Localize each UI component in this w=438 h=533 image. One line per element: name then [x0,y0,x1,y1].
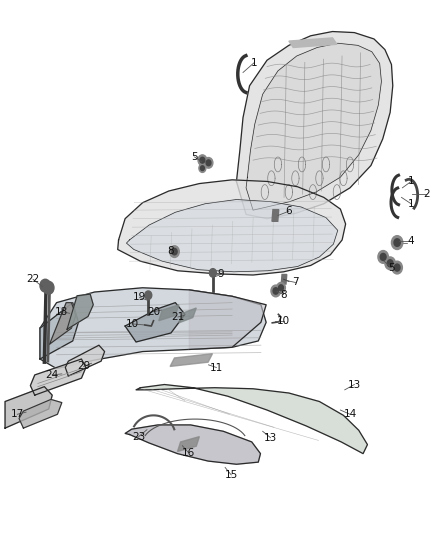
Polygon shape [40,288,266,368]
Polygon shape [65,345,105,376]
Text: 5: 5 [191,152,198,162]
Polygon shape [125,425,261,464]
Circle shape [198,155,207,165]
Text: 2: 2 [423,189,430,199]
Polygon shape [127,199,338,272]
Circle shape [40,279,50,292]
Circle shape [206,160,211,166]
Circle shape [170,246,179,257]
Polygon shape [30,359,86,395]
Text: 19: 19 [133,292,146,302]
Polygon shape [281,274,287,284]
Circle shape [394,239,400,246]
Text: 11: 11 [210,362,223,373]
Circle shape [277,282,286,293]
Text: 22: 22 [26,274,39,284]
Text: 8: 8 [167,246,173,255]
Polygon shape [67,294,93,329]
Circle shape [209,269,216,277]
Polygon shape [136,384,367,454]
Text: 13: 13 [264,433,277,443]
Polygon shape [237,31,393,219]
Polygon shape [118,180,346,275]
Polygon shape [189,290,266,350]
Text: 20: 20 [147,306,160,317]
Circle shape [273,288,279,294]
Polygon shape [272,209,279,221]
Polygon shape [49,303,76,344]
Text: 10: 10 [277,316,290,326]
Circle shape [271,285,281,297]
Circle shape [392,236,403,249]
Circle shape [279,285,283,290]
Circle shape [204,158,213,168]
Circle shape [380,253,386,261]
Circle shape [385,257,396,270]
Text: 14: 14 [343,409,357,419]
Polygon shape [289,38,337,47]
Circle shape [172,248,177,255]
Text: 9: 9 [217,270,224,279]
Circle shape [145,291,152,300]
Text: 24: 24 [46,370,59,380]
Text: 23: 23 [132,432,145,442]
Polygon shape [5,386,52,428]
Text: 8: 8 [280,289,287,300]
Circle shape [200,157,205,163]
Text: 10: 10 [126,319,139,329]
Polygon shape [179,308,196,323]
Circle shape [201,166,205,171]
Text: 6: 6 [286,206,292,216]
Text: 13: 13 [348,379,361,390]
Polygon shape [177,437,199,451]
Polygon shape [40,303,78,359]
Text: 18: 18 [55,306,68,317]
Text: 1: 1 [251,58,257,68]
Polygon shape [246,43,381,210]
Circle shape [392,261,403,274]
Text: 21: 21 [171,312,184,322]
Text: 29: 29 [77,361,90,372]
Polygon shape [125,303,185,342]
Text: 4: 4 [408,236,414,246]
Text: 5: 5 [388,263,395,272]
Text: 1: 1 [408,199,414,209]
Text: 1: 1 [408,176,414,187]
Text: 17: 17 [11,409,24,419]
Circle shape [387,260,393,267]
Circle shape [394,264,400,271]
Circle shape [378,251,389,263]
Text: 15: 15 [225,470,238,480]
Text: 16: 16 [182,448,195,457]
Text: 7: 7 [292,278,299,287]
Circle shape [199,164,206,172]
Polygon shape [159,305,179,321]
Polygon shape [170,354,212,367]
Polygon shape [19,399,62,428]
Circle shape [43,281,54,294]
